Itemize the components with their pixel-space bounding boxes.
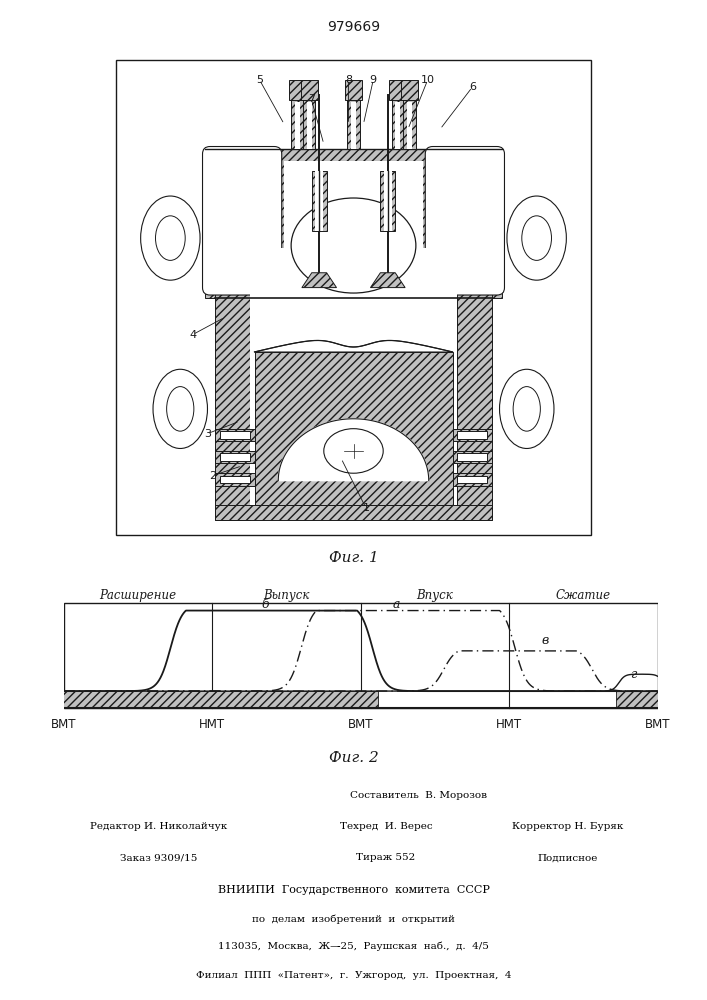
Polygon shape	[279, 419, 428, 481]
Text: ВНИИПИ  Государственного  комитета  СССР: ВНИИПИ Государственного комитета СССР	[218, 885, 489, 895]
Text: ВМТ: ВМТ	[645, 718, 670, 731]
Ellipse shape	[291, 198, 416, 293]
Polygon shape	[255, 340, 452, 352]
Text: НМТ: НМТ	[496, 718, 522, 731]
Text: Фиг. 1: Фиг. 1	[329, 551, 378, 565]
Text: Тираж 552: Тираж 552	[356, 854, 416, 862]
Text: Редактор И. Николайчук: Редактор И. Николайчук	[90, 822, 227, 831]
Bar	[616, 691, 658, 708]
Bar	[407, 102, 412, 149]
Ellipse shape	[324, 429, 383, 473]
Text: 6: 6	[469, 82, 476, 92]
Bar	[392, 85, 404, 149]
Text: Выпуск: Выпуск	[263, 589, 310, 602]
Text: 8: 8	[345, 75, 352, 85]
Text: б: б	[262, 598, 269, 611]
Bar	[457, 453, 487, 461]
Bar	[220, 453, 250, 461]
Bar	[452, 451, 492, 463]
Text: Впуск: Впуск	[416, 589, 453, 602]
Text: 9: 9	[370, 75, 377, 85]
Ellipse shape	[156, 216, 185, 260]
Bar	[303, 85, 315, 149]
Text: Корректор Н. Буряк: Корректор Н. Буряк	[513, 822, 624, 831]
Ellipse shape	[167, 387, 194, 431]
Text: 979669: 979669	[327, 20, 380, 34]
Text: Составитель  В. Морозов: Составитель В. Морозов	[350, 790, 487, 800]
Text: 1: 1	[363, 503, 369, 513]
Ellipse shape	[141, 196, 200, 280]
FancyBboxPatch shape	[426, 147, 505, 295]
Bar	[452, 429, 492, 441]
Ellipse shape	[153, 369, 207, 448]
Bar	[215, 248, 250, 520]
Text: Филиал  ППП  «Патент»,  г.  Ужгород,  ул.  Проектная,  4: Филиал ППП «Патент», г. Ужгород, ул. Про…	[196, 971, 511, 980]
Bar	[255, 352, 452, 505]
Bar	[347, 85, 360, 149]
Text: г: г	[631, 668, 637, 681]
Bar	[380, 171, 395, 231]
Text: 5: 5	[256, 75, 263, 85]
Text: НМТ: НМТ	[199, 718, 225, 731]
Bar	[64, 603, 658, 708]
Bar	[215, 451, 255, 463]
Text: Сжатие: Сжатие	[556, 589, 611, 602]
Bar	[64, 691, 378, 708]
Text: 2: 2	[209, 471, 216, 481]
Bar	[457, 248, 492, 520]
Bar	[351, 102, 356, 149]
FancyBboxPatch shape	[202, 147, 281, 295]
Text: ВМТ: ВМТ	[51, 718, 76, 731]
Bar	[205, 149, 502, 298]
Text: Подписное: Подписное	[538, 854, 598, 862]
Text: ВМТ: ВМТ	[348, 718, 373, 731]
Bar	[457, 476, 487, 483]
Polygon shape	[302, 273, 337, 288]
Text: в: в	[541, 634, 549, 647]
Bar	[284, 161, 423, 298]
Bar	[452, 473, 492, 486]
Bar	[395, 102, 400, 149]
Ellipse shape	[507, 196, 566, 280]
Ellipse shape	[500, 369, 554, 448]
Bar	[116, 60, 591, 535]
Bar	[215, 429, 255, 441]
Bar	[295, 102, 300, 149]
Bar	[220, 431, 250, 439]
Bar	[401, 80, 419, 100]
Text: 10: 10	[421, 75, 435, 85]
Bar	[312, 171, 327, 231]
Text: по  делам  изобретений  и  открытий: по делам изобретений и открытий	[252, 914, 455, 924]
Bar	[288, 80, 306, 100]
Ellipse shape	[513, 387, 540, 431]
Bar	[291, 85, 303, 149]
Text: 113035,  Москва,  Ж—̵25,  Раушская  наб.,  д.  4/5: 113035, Москва, Ж—̵25, Раушская наб., д.…	[218, 942, 489, 951]
Bar	[220, 476, 250, 483]
Bar	[250, 248, 457, 505]
Text: а: а	[392, 598, 400, 611]
Bar	[300, 80, 318, 100]
Ellipse shape	[522, 216, 551, 260]
Bar	[404, 85, 416, 149]
Text: Расширение: Расширение	[99, 589, 177, 602]
Text: Фиг. 2: Фиг. 2	[329, 751, 378, 765]
Bar	[384, 171, 392, 231]
Text: Заказ 9309/15: Заказ 9309/15	[119, 854, 197, 862]
Polygon shape	[370, 273, 405, 288]
Text: Техред  И. Верес: Техред И. Верес	[339, 822, 433, 831]
Bar	[345, 80, 362, 100]
Bar	[389, 80, 407, 100]
Bar	[215, 505, 492, 520]
Text: 4: 4	[189, 330, 196, 340]
Bar	[307, 102, 312, 149]
Text: 3: 3	[204, 429, 211, 439]
Bar	[315, 171, 323, 231]
Bar	[457, 431, 487, 439]
Text: 7: 7	[308, 95, 315, 104]
Bar	[215, 473, 255, 486]
